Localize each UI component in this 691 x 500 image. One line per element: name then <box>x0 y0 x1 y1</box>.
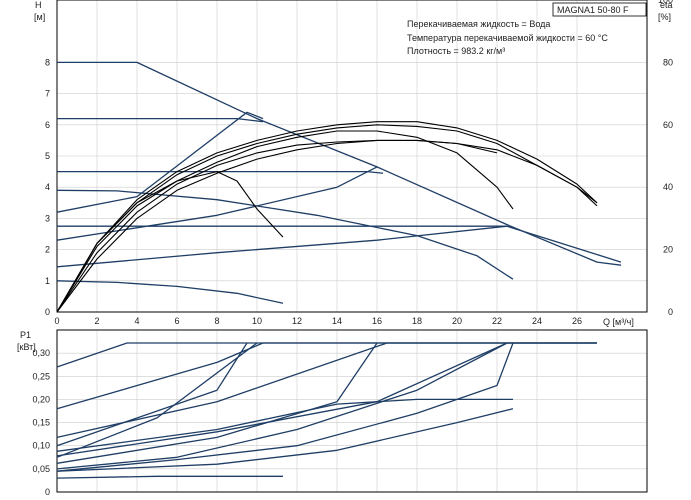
power-tick-label: 0 <box>45 487 50 497</box>
head-curves <box>56 61 622 304</box>
power-tick-label: 0,15 <box>32 418 50 428</box>
flow-tick-label: 4 <box>134 316 139 326</box>
flow-tick-label: 24 <box>532 316 542 326</box>
efficiency-tick-label: 20 <box>663 245 673 255</box>
flow-tick-label: 12 <box>292 316 302 326</box>
power-curve <box>56 342 514 472</box>
model-label: MAGNA1 50-80 F <box>557 5 629 15</box>
info-line-density: Плотность = 983.2 кг/м³ <box>407 46 505 56</box>
head-axis-unit: [м] <box>34 12 45 22</box>
efficiency-tick-label: 80 <box>663 57 673 67</box>
power-axis-unit: [кВт] <box>17 342 36 352</box>
efficiency-y-tick-labels: 0 20 40 60 80 100 <box>658 0 673 317</box>
power-y-tick-labels: 0 0,05 0,10 0,15 0,20 0,25 0,30 <box>32 348 50 497</box>
power-curve <box>56 342 248 447</box>
power-curve <box>56 342 508 470</box>
power-curves <box>56 342 597 479</box>
head-plot-frame <box>56 0 648 313</box>
efficiency-curve <box>56 121 598 313</box>
power-tick-label: 0,25 <box>32 371 50 381</box>
head-curve <box>57 117 264 123</box>
head-curve <box>56 189 514 280</box>
head-tick-label: 1 <box>45 276 50 286</box>
efficiency-tick-label: 100 <box>658 0 673 5</box>
efficiency-curves <box>56 121 598 313</box>
head-tick-label: 6 <box>45 120 50 130</box>
head-axis-label: H <box>35 0 42 10</box>
eta-axis-label: eta <box>660 0 673 10</box>
power-plot-frame <box>56 329 648 493</box>
efficiency-tick-label: 0 <box>668 307 673 317</box>
flow-tick-label: 10 <box>252 316 262 326</box>
power-curve <box>56 342 597 439</box>
flow-tick-label: 6 <box>174 316 179 326</box>
eta-axis-unit: [%] <box>658 12 671 22</box>
flow-tick-label: 14 <box>332 316 342 326</box>
power-tick-label: 0,30 <box>32 348 50 358</box>
flow-tick-label: 2 <box>94 316 99 326</box>
info-line-temperature: Температура перекачиваемой жидкости = 60… <box>407 33 608 43</box>
head-tick-label: 7 <box>45 89 50 99</box>
head-curve <box>56 111 264 213</box>
power-tick-label: 0,05 <box>32 464 50 474</box>
efficiency-curve <box>56 139 598 313</box>
head-tick-label: 2 <box>45 245 50 255</box>
flow-tick-label: 18 <box>412 316 422 326</box>
flow-tick-label: 8 <box>214 316 219 326</box>
power-axis-label: P1 <box>20 330 31 340</box>
head-curve <box>56 166 378 241</box>
flow-axis-label: Q [м³/ч] <box>603 317 634 327</box>
efficiency-tick-label: 40 <box>663 182 673 192</box>
head-curve <box>57 225 622 263</box>
head-tick-label: 8 <box>45 57 50 67</box>
flow-tick-label: 22 <box>492 316 502 326</box>
power-curve <box>56 408 514 472</box>
head-plot-grid <box>56 0 647 313</box>
efficiency-curve <box>56 139 498 313</box>
head-tick-label: 0 <box>45 307 50 317</box>
flow-tick-label: 26 <box>572 316 582 326</box>
power-tick-label: 0,20 <box>32 394 50 404</box>
flow-tick-label: 0 <box>54 316 59 326</box>
power-tick-label: 0,10 <box>32 441 50 451</box>
head-x-tick-labels: 0 2 4 6 8 10 12 14 16 18 20 22 24 26 <box>54 316 582 326</box>
head-y-tick-labels: 0 1 2 3 4 5 6 7 8 <box>45 57 50 317</box>
flow-tick-label: 16 <box>372 316 382 326</box>
power-curve <box>56 342 378 464</box>
model-box <box>552 2 647 17</box>
power-curve <box>56 475 283 479</box>
efficiency-tick-label: 60 <box>663 120 673 130</box>
head-tick-label: 5 <box>45 151 50 161</box>
efficiency-curve <box>56 171 284 313</box>
flow-tick-label: 20 <box>452 316 462 326</box>
head-tick-label: 3 <box>45 213 50 223</box>
head-tick-label: 4 <box>45 182 50 192</box>
head-curve <box>56 225 508 268</box>
power-curve <box>56 342 258 458</box>
power-curve <box>56 398 513 452</box>
efficiency-curve <box>56 130 514 313</box>
efficiency-curve <box>56 124 598 313</box>
head-curve <box>56 280 284 304</box>
info-line-liquid: Перекачиваемая жидкость = Вода <box>407 19 550 29</box>
